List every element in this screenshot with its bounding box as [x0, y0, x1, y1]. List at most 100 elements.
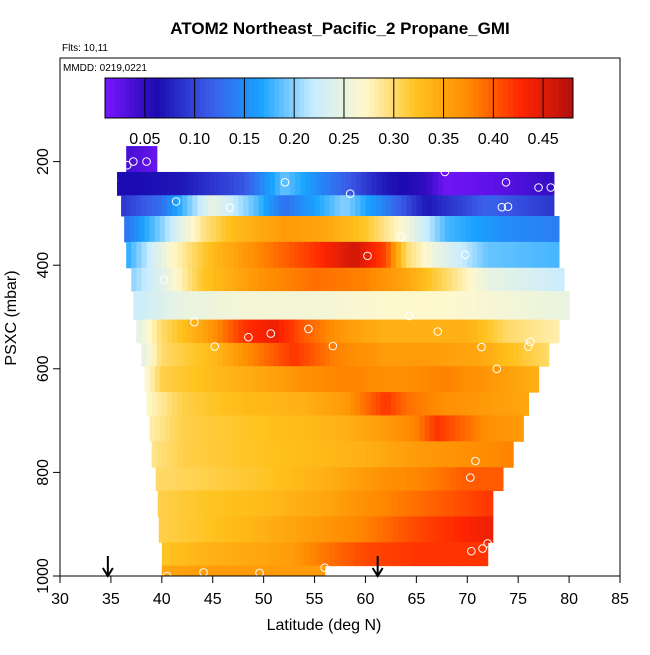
heatmap-cell: [497, 342, 504, 367]
heatmap-cell: [281, 415, 288, 442]
colorbar-tick-label: 0.20: [279, 131, 310, 148]
heatmap-cell: [261, 215, 268, 243]
heatmap-cell: [317, 366, 324, 393]
heatmap-cell: [243, 392, 249, 416]
heatmap-cell: [157, 490, 164, 517]
heatmap-cell: [237, 467, 243, 492]
heatmap-cell: [346, 171, 352, 196]
colorbar-segment: [264, 78, 270, 118]
heatmap-cell: [236, 215, 242, 243]
heatmap-cell: [550, 291, 557, 321]
heatmap-cell: [194, 291, 201, 321]
heatmap-cell: [446, 267, 453, 292]
heatmap-cell: [419, 215, 426, 243]
heatmap-cell: [409, 215, 415, 243]
heatmap-cell: [238, 542, 244, 567]
heatmap-cell: [365, 342, 372, 367]
heatmap-cell: [351, 490, 357, 517]
heatmap-cell: [177, 195, 183, 217]
heatmap-cell: [353, 415, 359, 442]
heatmap-cell: [368, 215, 375, 243]
heatmap-cell: [349, 467, 355, 492]
heatmap-cell: [243, 441, 249, 468]
heatmap-cell: [161, 267, 168, 292]
heatmap-cell: [478, 490, 485, 517]
heatmap-cell: [324, 267, 331, 292]
heatmap-cell: [406, 342, 412, 367]
heatmap-cell: [258, 392, 265, 416]
heatmap-cell: [412, 171, 418, 196]
heatmap-cell: [241, 366, 247, 393]
heatmap-cell: [511, 415, 517, 442]
heatmap-cell: [526, 215, 533, 243]
heatmap-cell: [334, 441, 341, 468]
heatmap-cell: [268, 565, 275, 577]
heatmap-cell: [441, 241, 448, 269]
heatmap-cell: [307, 366, 314, 393]
heatmap-cell: [452, 241, 458, 269]
heatmap-cell: [325, 171, 332, 196]
heatmap-cell: [383, 366, 390, 393]
x-tick-label: 45: [204, 591, 222, 608]
heatmap-cell: [399, 415, 405, 442]
heatmap-cell: [472, 241, 479, 269]
heatmap-cell: [276, 215, 283, 243]
heatmap-cell: [164, 366, 171, 393]
colorbar-segment: [224, 78, 230, 118]
heatmap-cell: [186, 467, 192, 492]
heatmap-cell: [312, 415, 319, 442]
heatmap-cell: [203, 171, 210, 196]
observation-point: [171, 197, 181, 206]
heatmap-cell: [200, 215, 207, 243]
heatmap-cell: [212, 267, 219, 292]
heatmap-cell: [411, 542, 417, 567]
heatmap-cell: [205, 415, 212, 442]
heatmap-cell: [213, 171, 220, 196]
heatmap-cell: [378, 415, 385, 442]
heatmap-cell: [326, 516, 333, 543]
heatmap-cell: [154, 366, 161, 393]
heatmap-cell: [375, 195, 382, 217]
heatmap-cell: [131, 241, 137, 269]
heatmap-cell: [263, 195, 270, 217]
heatmap-cell: [299, 267, 305, 292]
heatmap-cell: [444, 215, 451, 243]
heatmap-cell: [353, 366, 359, 393]
observation-point: [478, 544, 487, 553]
heatmap-cell: [452, 392, 458, 416]
heatmap-cell: [426, 542, 433, 567]
heatmap-cell: [205, 366, 212, 393]
heatmap-cell: [441, 542, 448, 567]
heatmap-cell: [240, 291, 246, 321]
heatmap-cell: [233, 241, 239, 269]
heatmap-cell: [452, 319, 458, 344]
heatmap-cell: [148, 291, 155, 321]
heatmap-cell: [500, 415, 507, 442]
heatmap-cell: [487, 441, 494, 468]
heatmap-cell: [487, 267, 494, 292]
heatmap-cell: [222, 241, 229, 269]
heatmap-cell: [294, 565, 300, 577]
heatmap-cell: [299, 195, 305, 217]
heatmap-cell: [311, 291, 318, 321]
heatmap-cell: [248, 241, 255, 269]
heatmap-cell: [528, 267, 535, 292]
heatmap-cell: [378, 215, 385, 243]
heatmap-cell: [192, 392, 199, 416]
heatmap-cell: [431, 267, 438, 292]
heatmap-cell: [529, 171, 536, 196]
heatmap-cell: [434, 366, 441, 393]
heatmap-cell: [401, 542, 407, 567]
heatmap-cell: [248, 267, 255, 292]
heatmap-cell: [428, 291, 435, 321]
heatmap-cell: [276, 415, 283, 442]
heatmap-cell: [439, 366, 446, 393]
heatmap-cell: [370, 195, 377, 217]
heatmap-cell: [484, 516, 491, 543]
heatmap-cell: [538, 342, 545, 367]
y-axis-label: PSXC (mbar): [3, 270, 20, 365]
heatmap-cell: [275, 516, 282, 543]
heatmap-cell: [396, 195, 402, 217]
heatmap-cell: [442, 171, 449, 196]
heatmap-cell: [429, 415, 436, 442]
